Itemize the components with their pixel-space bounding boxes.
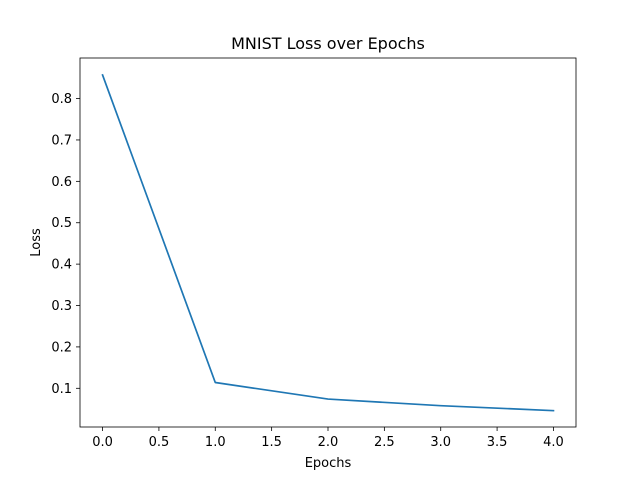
y-tick-label: 0.6 — [51, 175, 72, 190]
y-tick-label: 0.3 — [51, 299, 72, 314]
x-tick-label: 2.0 — [318, 435, 339, 450]
chart-title: MNIST Loss over Epochs — [231, 34, 425, 53]
x-tick-label: 3.0 — [430, 435, 451, 450]
y-tick-label: 0.5 — [51, 216, 72, 231]
x-tick-label: 0.0 — [92, 435, 113, 450]
x-axis: 0.0 0.5 1.0 1.5 2.0 2.5 3.0 3.5 4.0 — [92, 427, 564, 450]
y-axis: 0.1 0.2 0.3 0.4 0.5 0.6 0.7 0.8 — [51, 92, 80, 397]
x-axis-label: Epochs — [305, 456, 352, 471]
y-tick-label: 0.2 — [51, 340, 72, 355]
y-tick-label: 0.1 — [51, 382, 72, 397]
series-line — [101, 73, 555, 412]
y-tick-label: 0.8 — [51, 92, 72, 107]
series-layer — [101, 73, 555, 412]
plot-area — [80, 58, 576, 427]
x-tick-label: 1.5 — [261, 435, 282, 450]
x-tick-label: 1.0 — [205, 435, 226, 450]
x-tick-label: 0.5 — [149, 435, 170, 450]
x-tick-label: 4.0 — [543, 435, 564, 450]
y-tick-label: 0.7 — [51, 133, 72, 148]
y-tick-label: 0.4 — [51, 258, 72, 273]
x-tick-label: 3.5 — [487, 435, 508, 450]
x-tick-label: 2.5 — [374, 435, 395, 450]
y-axis-label: Loss — [29, 228, 44, 257]
